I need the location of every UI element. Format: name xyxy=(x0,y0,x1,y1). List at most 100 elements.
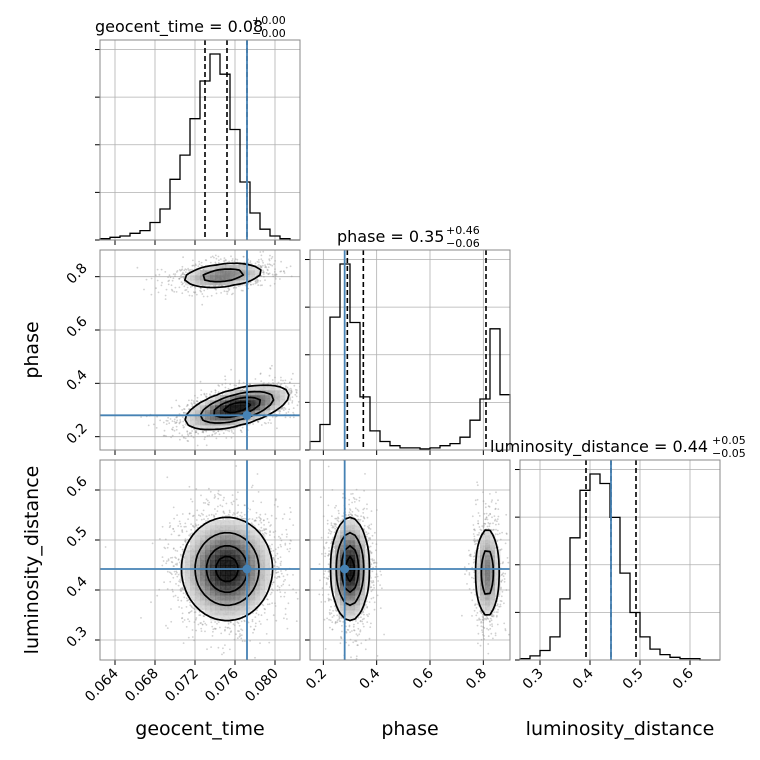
sample-point xyxy=(224,629,226,632)
sample-point xyxy=(181,529,184,531)
sample-point xyxy=(185,405,188,407)
sample-point xyxy=(188,611,191,614)
density-cell xyxy=(225,280,231,286)
sample-point xyxy=(193,611,196,614)
sample-point xyxy=(274,548,277,551)
sample-point xyxy=(171,279,174,282)
sample-point xyxy=(187,290,190,293)
sample-point xyxy=(279,556,282,559)
sample-point xyxy=(185,525,187,528)
sample-point xyxy=(301,396,303,398)
sample-point xyxy=(232,287,235,289)
sample-point xyxy=(182,543,185,546)
sample-point xyxy=(208,514,211,517)
sample-point xyxy=(182,271,184,274)
sample-point xyxy=(172,527,175,530)
sample-point xyxy=(181,265,184,268)
sample-point xyxy=(198,263,201,265)
sample-point xyxy=(259,284,262,287)
sample-point xyxy=(266,618,269,621)
sample-point xyxy=(276,505,279,508)
sample-point xyxy=(230,436,233,439)
sample-point xyxy=(176,550,179,552)
sample-point xyxy=(268,272,271,275)
sample-point xyxy=(176,270,179,272)
sample-point xyxy=(191,629,194,631)
sample-point xyxy=(170,561,173,563)
sample-point xyxy=(160,284,163,287)
density-cell xyxy=(250,390,256,396)
sample-point xyxy=(280,572,283,575)
sample-point xyxy=(182,275,185,278)
sample-point xyxy=(280,570,282,572)
sample-point xyxy=(214,389,217,392)
sample-point xyxy=(262,273,265,275)
sample-point xyxy=(257,420,259,423)
sample-point xyxy=(224,628,226,631)
density-cell xyxy=(265,400,271,406)
sample-point xyxy=(173,570,176,573)
sample-point xyxy=(178,421,181,424)
density-cell xyxy=(240,405,246,411)
sample-point xyxy=(278,535,280,538)
sample-point xyxy=(275,273,277,276)
sample-point xyxy=(204,395,207,397)
sample-point xyxy=(240,431,243,433)
sample-point xyxy=(282,583,285,586)
sample-point xyxy=(276,585,279,587)
sample-point xyxy=(272,557,275,559)
sample-point xyxy=(269,593,272,596)
sample-point xyxy=(192,259,194,262)
sample-point xyxy=(211,255,214,258)
sample-point xyxy=(188,294,191,297)
sample-point xyxy=(264,279,266,282)
sample-point xyxy=(289,539,292,541)
sample-point xyxy=(218,259,220,262)
sample-point xyxy=(225,502,228,505)
sample-point xyxy=(238,379,241,382)
density-cell xyxy=(195,270,201,276)
sample-point xyxy=(295,620,298,622)
sample-point xyxy=(223,512,226,515)
sample-point xyxy=(254,616,257,618)
sample-point xyxy=(260,518,262,520)
density-cell xyxy=(215,400,221,406)
sample-point xyxy=(238,382,240,385)
sample-point xyxy=(296,597,299,600)
sample-point xyxy=(173,565,175,567)
density-cell xyxy=(200,275,206,281)
sample-point xyxy=(183,596,186,599)
sample-point xyxy=(238,635,241,638)
sample-point xyxy=(206,435,209,437)
sample-point xyxy=(271,379,274,381)
sample-point xyxy=(169,276,172,279)
sample-point xyxy=(181,612,184,615)
sample-point xyxy=(287,602,290,605)
sample-point xyxy=(289,416,292,419)
sample-point xyxy=(331,390,333,392)
sample-point xyxy=(274,274,277,277)
sample-point xyxy=(147,424,150,427)
sample-point xyxy=(179,421,182,423)
sample-point xyxy=(209,261,212,264)
sample-point xyxy=(161,281,163,284)
density-cell xyxy=(260,405,266,411)
sample-point xyxy=(190,434,193,437)
sample-point xyxy=(215,292,218,295)
sample-point xyxy=(278,586,281,589)
sample-point xyxy=(217,255,220,258)
sample-point xyxy=(211,434,214,437)
sample-point xyxy=(155,287,157,290)
sample-point xyxy=(225,437,228,439)
sample-point xyxy=(171,428,174,431)
sample-point xyxy=(163,581,166,584)
sample-point xyxy=(184,541,187,544)
sample-point xyxy=(192,607,195,610)
sample-point xyxy=(288,518,291,520)
sample-point xyxy=(196,400,199,403)
sample-point xyxy=(201,623,204,626)
sample-point xyxy=(294,393,297,396)
sample-point xyxy=(254,519,256,522)
sample-point xyxy=(249,383,252,386)
sample-point xyxy=(257,258,260,261)
